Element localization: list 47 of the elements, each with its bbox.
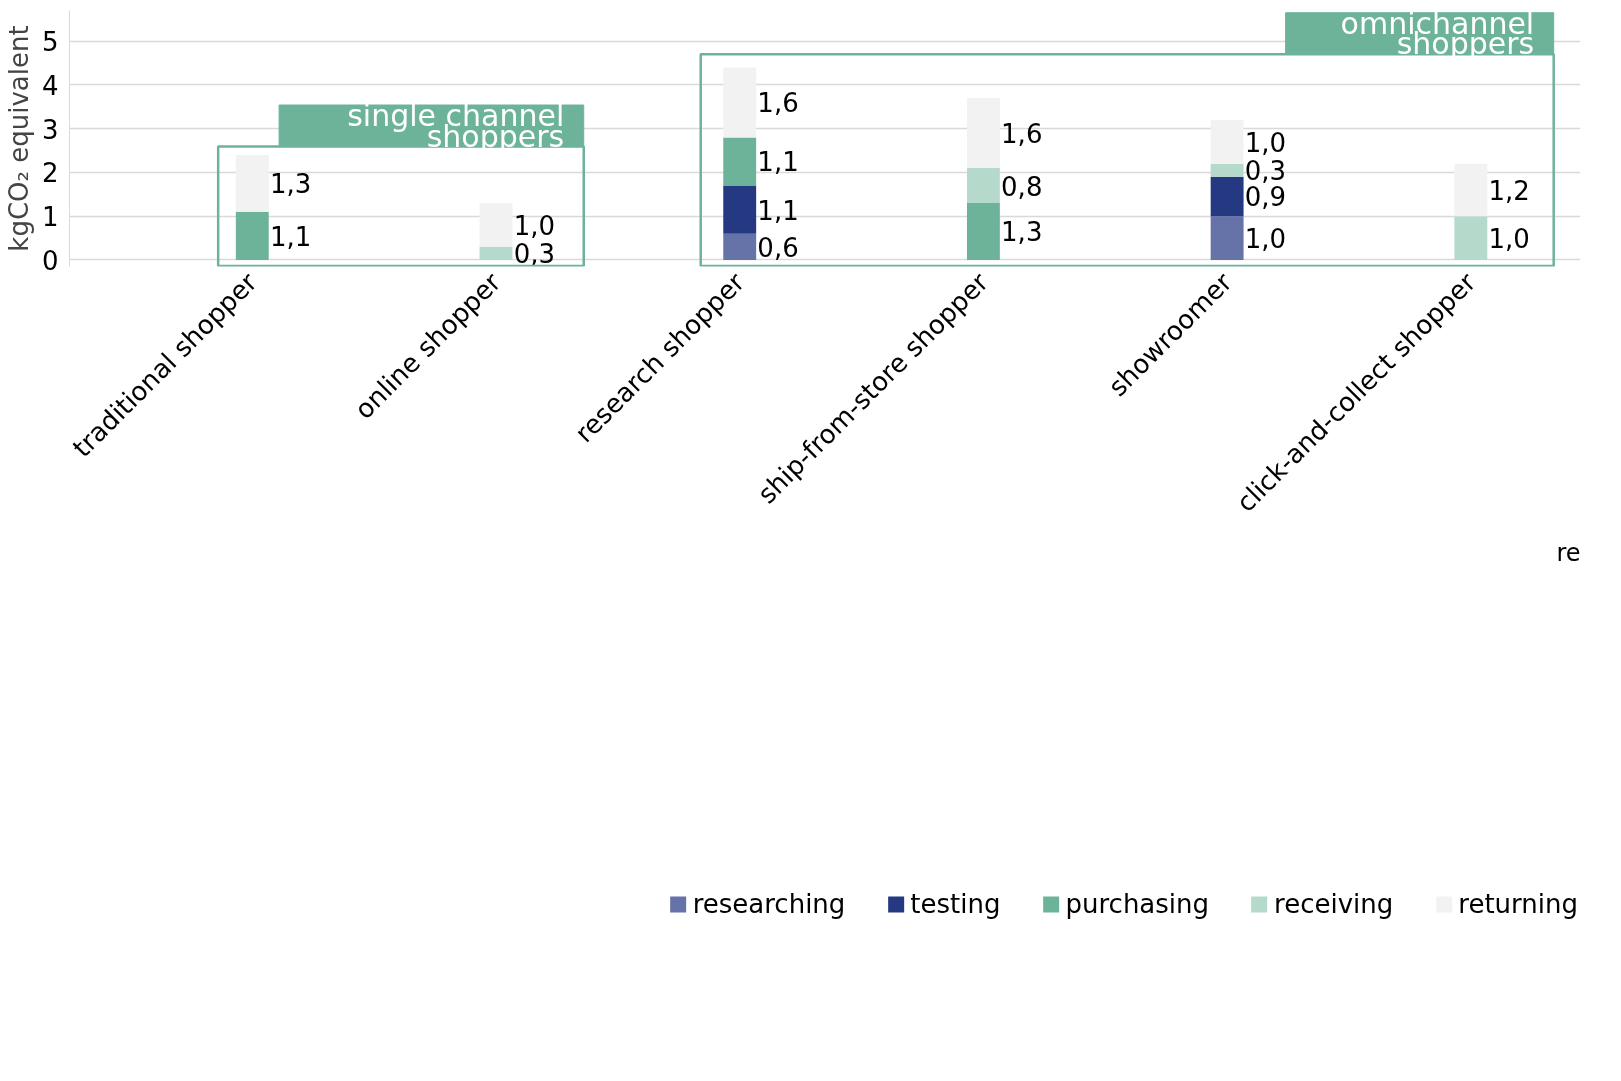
y-tick-label: 4 bbox=[41, 70, 59, 101]
y-tick-label: 2 bbox=[41, 158, 59, 189]
legend-label: testing bbox=[910, 889, 1001, 919]
data-label: 1,1 bbox=[757, 147, 799, 178]
y-axis-title: kgCO₂ equivalent bbox=[3, 25, 34, 252]
y-tick-label: 1 bbox=[41, 202, 59, 233]
data-label: 1,6 bbox=[1001, 119, 1043, 150]
data-label: 1,1 bbox=[757, 195, 799, 226]
data-label: 1,0 bbox=[1244, 224, 1287, 255]
y-tick-label: 3 bbox=[41, 114, 59, 145]
bar bbox=[966, 203, 1000, 260]
data-label: 0,3 bbox=[513, 239, 556, 270]
bar bbox=[1454, 216, 1488, 260]
bar bbox=[235, 154, 269, 212]
bar bbox=[1210, 163, 1244, 177]
data-label: 1,0 bbox=[513, 210, 556, 241]
bar bbox=[723, 233, 757, 260]
data-label: 0,8 bbox=[1001, 171, 1043, 202]
data-label: 1,3 bbox=[1001, 217, 1043, 248]
legend-label: researching bbox=[692, 889, 846, 919]
bar bbox=[1210, 176, 1244, 217]
y-tick-label: 5 bbox=[41, 27, 59, 58]
bar bbox=[723, 67, 757, 138]
data-label: 1,2 bbox=[1488, 175, 1530, 206]
data-label: 1,3 bbox=[269, 169, 312, 200]
y-tick-label: 0 bbox=[41, 245, 59, 276]
data-label: 1,0 bbox=[1488, 224, 1530, 255]
bar bbox=[723, 185, 757, 234]
legend-label: receiving bbox=[1274, 889, 1394, 919]
legend-label: purchasing bbox=[1065, 889, 1210, 919]
data-label: 1,1 bbox=[269, 221, 312, 252]
text: re bbox=[1556, 538, 1581, 567]
annotation: single channel shoppers bbox=[347, 97, 565, 154]
bar bbox=[1210, 216, 1244, 260]
data-label: 1,0 bbox=[1244, 127, 1287, 158]
bar bbox=[235, 211, 269, 260]
bar bbox=[966, 168, 1000, 204]
data-label: 1,6 bbox=[757, 88, 799, 119]
bar bbox=[479, 246, 513, 260]
data-label: 0,6 bbox=[757, 232, 799, 263]
bar bbox=[723, 137, 757, 186]
annotation: omnichannel shoppers bbox=[1340, 5, 1535, 62]
bar bbox=[1454, 163, 1488, 217]
bar bbox=[1210, 119, 1244, 164]
bar bbox=[479, 203, 513, 247]
bar bbox=[966, 98, 1000, 169]
legend-label: returning bbox=[1458, 889, 1578, 919]
